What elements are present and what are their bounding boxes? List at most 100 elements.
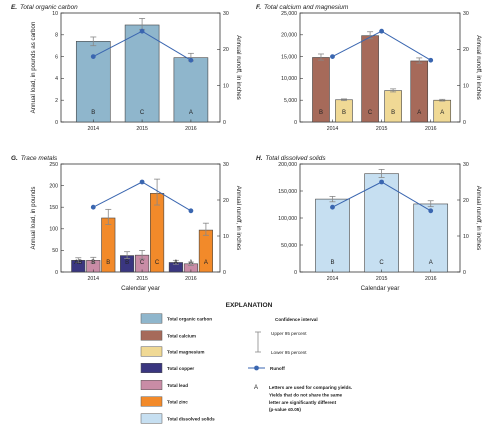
legend-label-lead: Total lead <box>167 383 188 388</box>
legend-upper-label: Upper 95 percent <box>271 331 307 336</box>
y-tick-label: 50 <box>52 248 58 254</box>
legend-label-zinc: Total zinc <box>167 399 188 404</box>
y-tick-label: 2 <box>55 98 58 104</box>
legend-lower-label: Lower 95 percent <box>271 350 307 355</box>
significance-letter: A <box>204 260 208 266</box>
significance-letter: B <box>106 260 110 266</box>
panel-title: G. Trace metals <box>11 155 58 162</box>
significance-letter: A <box>189 260 193 266</box>
legend-confidence-title: Confidence interval <box>275 317 318 322</box>
legend-swatch-calcium <box>140 330 163 341</box>
x-tick-label: 2016 <box>185 276 197 282</box>
legend-runoff-label: Runoff <box>270 366 285 371</box>
panel-title: H. Total dissolved solids <box>256 155 326 162</box>
significance-letter: A <box>429 260 433 266</box>
y2-tick-label: 10 <box>223 83 229 89</box>
y-tick-label: 6 <box>55 54 58 60</box>
bar-magnesium <box>384 90 402 123</box>
bar-organic_carbon <box>173 57 209 123</box>
x-tick-label: 2015 <box>136 126 148 132</box>
y-tick-label: 15,000 <box>281 54 297 60</box>
y2-tick-label: 20 <box>223 198 229 204</box>
legend-runoff-point <box>254 365 259 371</box>
significance-letter: A <box>174 260 178 266</box>
y2-tick-label: 30 <box>223 162 229 168</box>
panel-g: G. Trace metals 0 50 100 150 200 250 0 10 20 30 Annu… <box>11 155 242 292</box>
y-tick-label: 8 <box>55 33 58 39</box>
panel-title-text: Total calcium and magnesium <box>264 4 349 11</box>
y-tick-label: 20,000 <box>281 33 297 39</box>
y2-tick-label: 30 <box>463 162 469 168</box>
significance-letter: C <box>379 260 384 266</box>
significance-letter: B <box>342 110 346 116</box>
y-tick-label: 250 <box>49 162 58 168</box>
significance-letter: AB <box>74 260 82 266</box>
panel-title: F. Total calcium and magnesium <box>256 4 349 11</box>
significance-letter: B <box>91 110 95 116</box>
panel-title: E. Total organic carbon <box>11 4 78 11</box>
explanation: EXPLANATION Total organic carbon Total cal… <box>140 302 352 424</box>
significance-letter: B <box>91 260 95 266</box>
significance-letter: B <box>330 260 334 266</box>
y-tick-label: 100,000 <box>278 216 297 222</box>
y-tick-label: 25,000 <box>281 11 297 17</box>
panel-title-letter: F. <box>256 4 261 11</box>
legend-swatch-magnesium <box>140 346 163 357</box>
y2-tick-label: 0 <box>463 270 466 276</box>
x-tick-label: 2015 <box>136 276 148 282</box>
runoff-point <box>139 28 145 34</box>
y2-tick-label: 0 <box>223 270 226 276</box>
y-tick-label: 0 <box>294 120 297 126</box>
legend-swatch-organic_carbon <box>140 313 163 324</box>
y2-axis-label: Annual runoff, in inches <box>235 35 242 100</box>
legend-letter-line: Letters are used for comparing yields. <box>269 385 352 390</box>
legend-swatch-dissolved_solids <box>140 413 163 424</box>
plot-frame <box>299 12 461 123</box>
y-tick-label: 100 <box>49 227 58 233</box>
bar-dissolved_solids <box>364 173 399 273</box>
legend-letter-line: Yields that do not share the same <box>269 392 343 397</box>
y-tick-label: 200 <box>49 183 58 189</box>
y-tick-label: 10,000 <box>281 76 297 82</box>
x-tick-label: 2014 <box>327 126 339 132</box>
legend-label-magnesium: Total magnesium <box>167 349 204 354</box>
runoff-point <box>379 179 384 185</box>
runoff-point <box>330 54 335 59</box>
panel-f: F. Total calcium and magnesium 0 5,000 10,00… <box>256 4 482 132</box>
y-tick-label: 150 <box>49 205 58 211</box>
legend-letter-line: letter are significantly different <box>269 400 337 405</box>
legend-swatch-lead <box>140 380 163 390</box>
significance-letter: B <box>319 110 323 116</box>
legend-swatch-zinc <box>140 396 163 407</box>
y2-tick-label: 10 <box>463 83 469 89</box>
y2-tick-label: 0 <box>223 120 226 126</box>
runoff-point <box>428 208 434 214</box>
panel-e: E. Total organic carbon 0 2 4 6 8 10 0 10 20 30 Annu… <box>11 4 242 132</box>
y2-tick-label: 20 <box>223 47 229 53</box>
y-tick-label: 0 <box>294 270 297 276</box>
y-tick-label: 0 <box>55 270 58 276</box>
panel-title-text: Total organic carbon <box>20 4 78 11</box>
significance-letter: C <box>140 110 145 116</box>
significance-letter: A <box>189 110 193 116</box>
x-tick-label: 2014 <box>88 276 100 282</box>
runoff-point <box>188 208 194 214</box>
runoff-line <box>93 181 192 212</box>
legend-swatch-copper <box>140 363 163 373</box>
y2-axis-label: Annual runoff, in inches <box>235 186 242 251</box>
significance-letter: C <box>155 260 160 266</box>
y2-tick-label: 20 <box>463 47 469 53</box>
y2-tick-label: 20 <box>463 198 469 204</box>
y2-axis-label: Annual runoff, in inches <box>475 186 482 251</box>
x-axis-label: Calendar year <box>121 285 160 292</box>
runoff-point <box>90 54 96 59</box>
runoff-point <box>188 57 194 63</box>
bar-dissolved_solids <box>315 198 350 273</box>
y-axis-label: Annual load, in pounds as carbon <box>30 21 37 113</box>
significance-letter: B <box>391 110 395 116</box>
y2-axis-label: Annual runoff, in inches <box>475 35 482 100</box>
legend-label-dissolved_solids: Total dissolved solids <box>167 416 215 421</box>
y2-tick-label: 30 <box>223 11 229 17</box>
x-tick-label: 2016 <box>425 276 437 282</box>
significance-letter: C <box>368 110 373 116</box>
